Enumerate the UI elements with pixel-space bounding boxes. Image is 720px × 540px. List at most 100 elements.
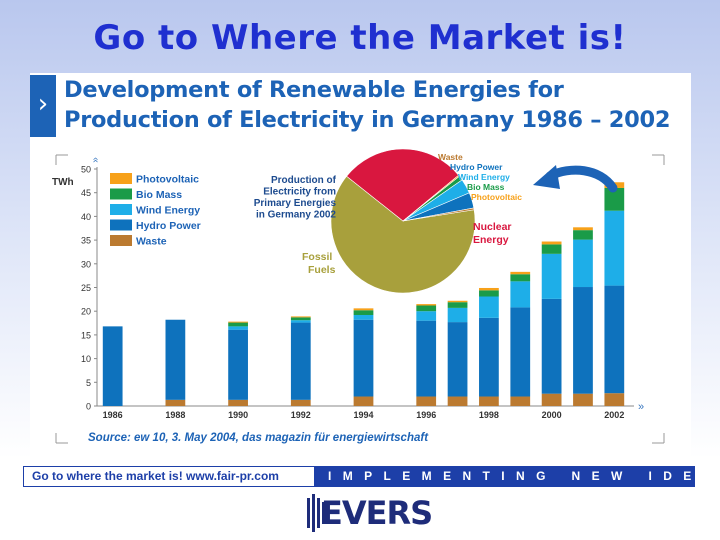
bar-segment — [510, 271, 531, 275]
x-tick-label: 1994 — [353, 410, 373, 420]
pie-label-fossil: Fossil — [302, 251, 332, 263]
bar-segment — [165, 319, 186, 400]
bar-segment — [416, 305, 437, 312]
y-tick-label: 40 — [81, 212, 91, 222]
y-tick-label: 45 — [81, 188, 91, 198]
bar-segment — [447, 307, 468, 323]
legend-swatch — [110, 219, 132, 231]
y-tick-label: 30 — [81, 259, 91, 269]
legend-swatch — [110, 235, 132, 246]
pie-label-small: Photovoltaic — [471, 192, 522, 202]
bar-segment — [228, 399, 248, 406]
pie-label-small: Waste — [438, 152, 463, 162]
x-tick-label: 2000 — [542, 410, 562, 420]
legend-label: Waste — [136, 236, 167, 248]
x-tick-label: 2002 — [604, 410, 624, 420]
slide-title: Go to Where the Market is! — [93, 18, 627, 58]
logo-mark-icon — [307, 494, 325, 532]
bar-segment — [416, 396, 437, 406]
x-tick-label: 1988 — [165, 410, 185, 420]
bar-segment — [573, 287, 593, 394]
pie-label-fossil-2: Fuels — [308, 264, 336, 276]
bar-segment — [290, 320, 311, 323]
legend-swatch — [110, 173, 132, 184]
bar-segment — [353, 396, 374, 406]
pie-label-small: Hydro Power — [450, 162, 503, 172]
chart-source: Source: ew 10, 3. May 2004, das magazin … — [88, 432, 429, 444]
bar-segment — [479, 317, 499, 397]
bar-segment — [353, 310, 374, 315]
bar-segment — [290, 316, 311, 318]
footer-slogan: IMPLEMENTING NEW IDEAS — [314, 467, 694, 486]
pie-label-small: Bio Mass — [467, 182, 505, 192]
pie-title-line: in Germany 2002 — [256, 210, 336, 221]
bar-segment — [604, 187, 625, 211]
pie-label-nuclear-2: Energy — [473, 234, 509, 246]
chart-panel: › Development of Renewable Energies for … — [30, 73, 691, 458]
x-axis-arrow-icon: » — [638, 401, 644, 413]
bar-segment — [479, 290, 499, 297]
bar-segment — [541, 298, 562, 394]
pie-label-small: Wind Energy — [458, 172, 510, 182]
legend-label: Photovoltaic — [136, 174, 199, 186]
bar-segment — [510, 274, 531, 282]
evers-logo: EVERS — [305, 492, 433, 534]
bar-segment — [290, 322, 311, 400]
pie-slice — [346, 148, 460, 222]
chart-title-line1: Development of Renewable Energies for — [64, 77, 564, 103]
y-tick-label: 15 — [81, 330, 91, 340]
bar-segment — [447, 302, 468, 308]
y-tick-label: 50 — [81, 165, 91, 175]
pie-title-line: Production of — [271, 175, 337, 186]
curved-arrow-head-icon — [533, 165, 560, 189]
bar-segment — [290, 399, 311, 406]
legend-label: Wind Energy — [136, 205, 200, 217]
pie-label-nuclear: Nuclear — [473, 221, 512, 233]
bar-segment — [573, 239, 593, 288]
y-tick-label: 10 — [81, 354, 91, 364]
bar-segment — [541, 241, 562, 245]
bar-segment — [604, 393, 625, 406]
corner-bracket-tl — [55, 154, 68, 165]
bar-segment — [228, 326, 248, 330]
bar-segment — [510, 307, 531, 397]
bar-segment — [353, 314, 374, 320]
curved-arrow-icon — [545, 165, 618, 193]
footer-tagline: Go to where the market is! www.fair-pr.c… — [32, 469, 279, 483]
y-tick-label: 20 — [81, 307, 91, 317]
x-tick-label: 1990 — [228, 410, 248, 420]
corner-bracket-br — [652, 433, 665, 444]
bar-segment — [353, 319, 374, 397]
bar-segment — [447, 300, 468, 303]
bar-segment — [165, 399, 186, 406]
bar-segment — [447, 396, 468, 406]
bar-segment — [479, 296, 499, 318]
bar-segment — [541, 393, 562, 406]
bar-segment — [290, 317, 311, 321]
y-tick-label: 5 — [86, 378, 91, 388]
bar-segment — [416, 311, 437, 321]
chart-title-line2: Production of Electricity in Germany 198… — [64, 107, 671, 133]
legend-label: Bio Mass — [136, 189, 182, 201]
x-tick-label: 1992 — [291, 410, 311, 420]
bar-segment — [510, 396, 531, 406]
footer-bar: Go to where the market is! www.fair-pr.c… — [23, 466, 695, 487]
bar-segment — [228, 321, 248, 323]
bar-segment — [416, 320, 437, 397]
logo-text: EVERS — [321, 494, 433, 532]
y-axis-arrow-icon: » — [90, 157, 101, 163]
pie-title-line: Primary Energies — [254, 198, 337, 209]
corner-bracket-tr — [652, 154, 665, 165]
chevron-right-icon: › — [30, 75, 56, 137]
bar-segment — [479, 396, 499, 406]
bar-segment — [541, 244, 562, 254]
bar-segment — [228, 329, 248, 400]
bar-segment — [573, 227, 593, 231]
y-tick-label: 25 — [81, 283, 91, 293]
legend-label: Hydro Power — [136, 220, 201, 232]
chart-svg: » » TWh 0 5 10 15 20 25 30 35 40 45 50 1986 1988 1990 199… — [52, 148, 665, 444]
bar-segment — [604, 210, 625, 286]
bar-segment — [573, 393, 593, 406]
legend-swatch — [110, 188, 132, 200]
y-axis-label: TWh — [52, 177, 74, 188]
